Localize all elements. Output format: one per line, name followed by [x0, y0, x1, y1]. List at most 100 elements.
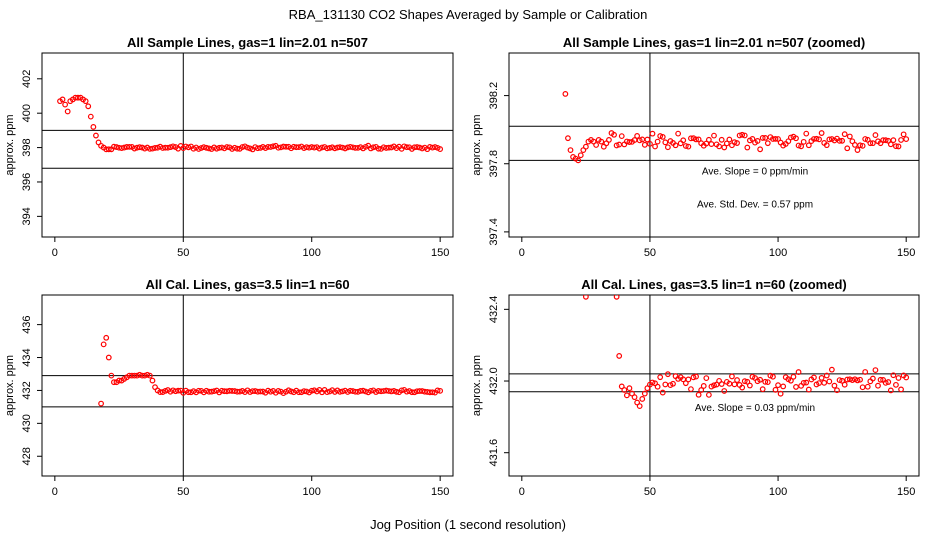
data-point	[636, 137, 643, 144]
data-point	[862, 369, 869, 375]
data-point	[136, 371, 143, 378]
data-point	[895, 143, 902, 150]
data-point	[698, 387, 705, 393]
data-point	[670, 380, 676, 387]
data-point	[419, 145, 426, 152]
data-point	[890, 137, 897, 144]
data-point	[688, 386, 694, 393]
data-point	[98, 400, 104, 407]
data-point	[731, 139, 738, 146]
data-point	[903, 136, 910, 142]
data-point	[652, 143, 658, 150]
data-point	[721, 144, 728, 151]
data-point	[682, 143, 689, 149]
data-point	[275, 144, 282, 151]
data-point	[416, 388, 423, 394]
data-point	[575, 157, 582, 164]
plot-frame	[41, 52, 454, 238]
data-point	[887, 141, 894, 148]
data-point	[826, 136, 833, 143]
data-point	[839, 137, 846, 144]
data-point	[828, 366, 835, 373]
data-point	[131, 145, 138, 152]
y-tick-label: 402	[21, 70, 33, 88]
data-point	[695, 136, 702, 143]
data-point	[811, 374, 817, 381]
data-point	[734, 377, 740, 383]
y-tick-label: 430	[21, 414, 33, 432]
plot-frame	[508, 294, 920, 477]
data-point	[785, 138, 792, 145]
data-point	[295, 144, 302, 151]
data-point	[854, 147, 861, 153]
data-point	[623, 392, 630, 399]
data-point	[685, 376, 692, 383]
data-point	[759, 135, 766, 141]
data-point	[275, 388, 282, 394]
data-point	[352, 145, 359, 151]
data-point	[726, 136, 733, 143]
data-point	[803, 379, 810, 386]
data-point	[75, 94, 81, 101]
data-point	[649, 379, 656, 386]
x-tick-label: 0	[519, 247, 525, 259]
data-point	[705, 391, 712, 398]
data-point	[857, 376, 863, 383]
data-point	[746, 382, 753, 389]
data-point	[288, 388, 295, 395]
figure-x-label: Jog Position (1 second resolution)	[370, 517, 566, 532]
data-point	[718, 136, 725, 143]
data-point	[149, 377, 156, 384]
data-point	[82, 98, 89, 105]
data-point	[162, 387, 169, 394]
data-point	[693, 373, 699, 380]
data-point	[839, 377, 846, 384]
data-point	[118, 145, 125, 152]
data-point	[152, 145, 158, 151]
data-point	[744, 144, 751, 151]
y-tick-label: 432.0	[488, 367, 500, 395]
data-point	[203, 387, 210, 394]
data-point	[90, 124, 97, 130]
data-point	[690, 374, 697, 381]
data-point	[437, 387, 444, 394]
panel-1: All Sample Lines, gas=1 lin=2.01 n=507 0 5…	[4, 35, 454, 259]
data-point	[857, 142, 863, 149]
y-tick-label: 428	[21, 447, 33, 465]
data-point	[213, 145, 220, 152]
data-point	[893, 381, 899, 388]
data-point	[695, 391, 702, 398]
data-point	[347, 387, 354, 394]
data-point	[634, 133, 641, 139]
data-point	[414, 144, 420, 150]
data-point	[360, 387, 366, 394]
data-point	[885, 379, 892, 385]
data-point	[682, 380, 689, 387]
data-point	[721, 388, 728, 394]
data-point	[716, 143, 723, 150]
data-point	[644, 136, 651, 143]
data-point	[705, 136, 712, 143]
annotation: Ave. Slope = 0.03 ppm/min	[695, 403, 815, 414]
y-tick-label: 398.2	[488, 82, 500, 110]
panel-title: All Sample Lines, gas=1 lin=2.01 n=507 (…	[563, 35, 865, 50]
data-point	[854, 377, 861, 384]
panels: All Sample Lines, gas=1 lin=2.01 n=507 0 5…	[4, 35, 920, 498]
data-point	[872, 132, 879, 138]
data-point	[616, 353, 623, 359]
plot-frame	[41, 294, 454, 477]
data-point	[185, 144, 192, 151]
x-tick-label: 50	[644, 486, 656, 498]
data-point	[267, 388, 274, 395]
series-points	[57, 94, 444, 153]
data-point	[621, 387, 628, 393]
data-point	[744, 378, 751, 385]
data-point	[795, 369, 802, 375]
data-point	[775, 382, 781, 389]
data-point	[175, 387, 182, 394]
data-point	[378, 388, 384, 395]
data-point	[111, 143, 117, 150]
y-axis-label: approx. ppm	[4, 114, 16, 175]
data-point	[770, 373, 776, 380]
